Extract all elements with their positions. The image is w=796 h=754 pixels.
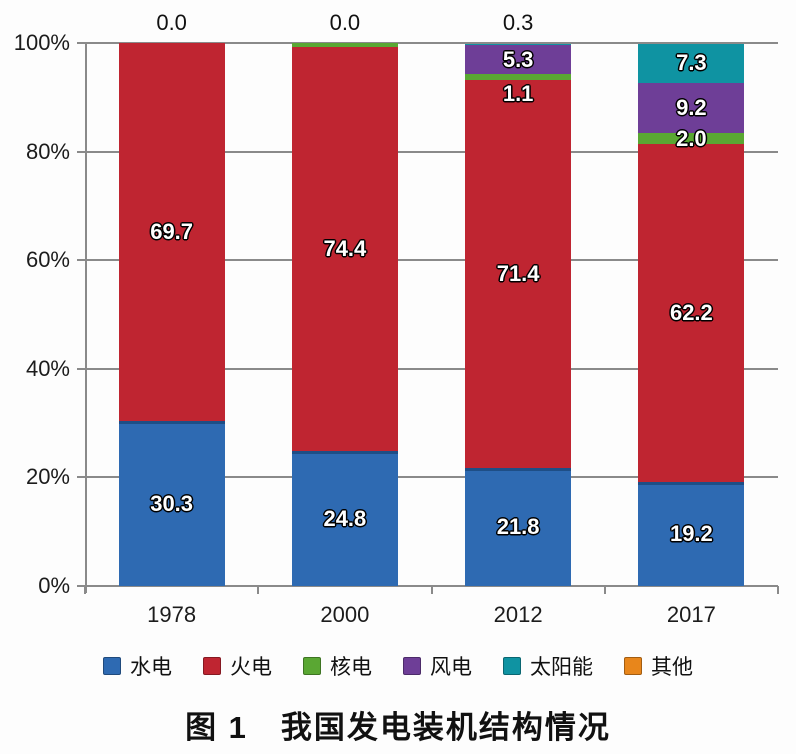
x-axis-tick <box>257 586 260 594</box>
legend-label: 水电 <box>130 656 172 679</box>
bar-label-2000-24.8: 24.8 <box>323 505 367 531</box>
x-axis-tick <box>84 586 86 594</box>
y-axis-label: 80% <box>25 138 70 164</box>
legend-item-风电: 风电 <box>403 651 472 681</box>
bar-label-1978-30.3: 30.3 <box>150 490 194 516</box>
x-axis-label-2012: 2012 <box>493 602 543 627</box>
legend-label: 火电 <box>230 656 272 679</box>
bar-label-2012-21.8: 21.8 <box>496 513 540 539</box>
bar-label-2017-9.2: 9.2 <box>676 95 707 121</box>
bar-label-2017-62.2: 62.2 <box>669 299 713 325</box>
bar-segment-2012-水电 <box>465 467 572 586</box>
bar-segment-1978-火电 <box>118 43 225 422</box>
bar-segment-1978-水电 <box>118 421 225 586</box>
bar-segment-2017-核电 <box>638 133 745 144</box>
legend-swatch-icon <box>624 657 642 675</box>
gridline-40 <box>77 367 778 370</box>
bar-label-2000-74.4: 74.4 <box>323 236 367 262</box>
gridline-80 <box>77 150 778 153</box>
gridline-20 <box>77 476 778 479</box>
legend-label: 其他 <box>651 656 693 679</box>
gridline-0 <box>77 585 778 587</box>
x-axis-label-2000: 2000 <box>320 602 370 627</box>
bar-segment-2012-太阳能 <box>465 43 572 46</box>
x-axis-tick <box>777 586 779 594</box>
bar-segment-2017-太阳能 <box>638 43 745 84</box>
bar-segment-2017-风电 <box>638 83 745 134</box>
legend-label: 太阳能 <box>530 656 593 679</box>
gridline-100 <box>77 42 778 44</box>
y-axis-label: 0% <box>38 573 70 598</box>
bar-segment-2012-火电 <box>465 79 572 468</box>
legend-item-火电: 火电 <box>203 651 272 681</box>
y-axis-label: 40% <box>25 355 70 381</box>
legend-item-其他: 其他 <box>624 651 693 681</box>
x-axis-tick <box>603 586 606 594</box>
bar-segment-2000-水电 <box>291 451 398 586</box>
x-axis-label-2017: 2017 <box>666 602 716 627</box>
y-axis-label: 100% <box>13 30 70 55</box>
x-axis-label-1978: 1978 <box>147 602 197 627</box>
bar-label-1978-0.0: 0.0 <box>156 10 187 35</box>
legend-item-核电: 核电 <box>303 651 372 681</box>
bar-segment-2017-火电 <box>638 143 745 482</box>
bar-segment-2012-核电 <box>465 73 572 80</box>
legend-swatch-icon <box>103 657 121 675</box>
bar-label-2012-71.4: 71.4 <box>496 260 540 286</box>
bar-segment-2000-核电 <box>291 43 398 48</box>
legend-swatch-icon <box>503 657 521 675</box>
x-axis-tick <box>430 586 433 594</box>
bar-label-2017-2.0: 2.0 <box>676 125 707 151</box>
legend-label: 核电 <box>330 656 372 679</box>
y-axis-label: 60% <box>25 247 70 273</box>
legend-swatch-icon <box>303 657 321 675</box>
bar-label-1978-69.7: 69.7 <box>150 219 194 245</box>
bar-segment-2012-风电 <box>465 45 572 74</box>
bar-segment-2000-火电 <box>291 47 398 452</box>
y-axis-label: 20% <box>25 464 70 490</box>
bar-label-2000-0.0: 0.0 <box>329 10 361 35</box>
bar-label-2017-7.3: 7.3 <box>676 50 707 76</box>
chart-title: 图 1 我国发电装机结构情况 <box>185 710 611 745</box>
gridline-60 <box>77 259 778 262</box>
legend-label: 风电 <box>430 656 472 679</box>
bar-label-2012-5.3: 5.3 <box>502 46 534 72</box>
legend-item-太阳能: 太阳能 <box>503 651 593 681</box>
y-axis-line <box>85 43 87 593</box>
bar-label-2017-19.2: 19.2 <box>669 520 713 546</box>
legend-swatch-icon <box>203 657 221 675</box>
bar-label-2012-0.3: 0.3 <box>502 10 534 35</box>
legend: 水电 火电 核电 风电 太阳能 其他 <box>0 651 796 681</box>
legend-swatch-icon <box>403 657 421 675</box>
bar-segment-2017-水电 <box>638 481 745 586</box>
bar-label-2012-1.1: 1.1 <box>502 80 534 106</box>
plot-area: 30.3 69.7 0.0 24.8 74.4 0.0 21.8 71.4 1.1 5.3 0.3 1… <box>77 10 779 594</box>
legend-item-水电: 水电 <box>103 651 172 681</box>
